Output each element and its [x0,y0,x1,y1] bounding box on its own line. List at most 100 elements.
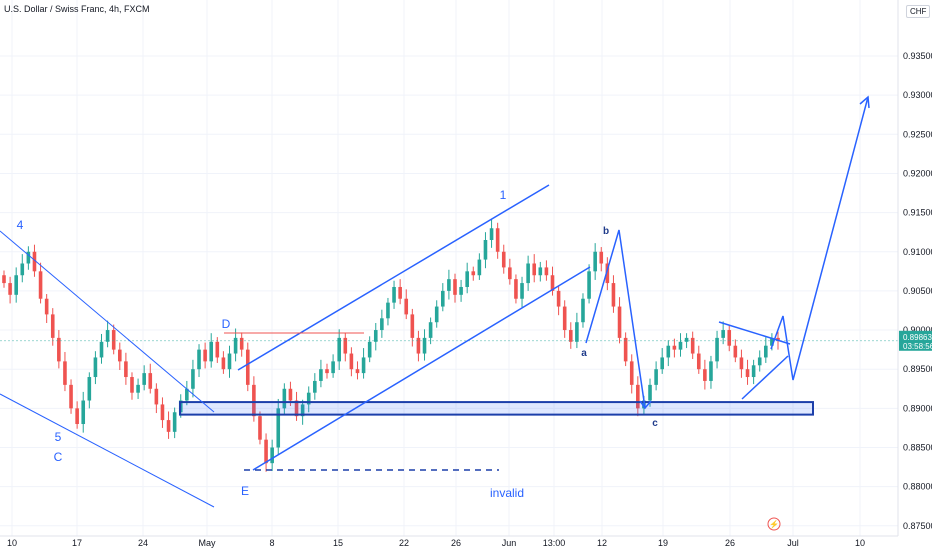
candle-body [441,290,445,307]
candle-body [44,298,49,315]
candle-body [69,384,73,409]
time-tick-label: 12 [597,538,607,548]
candle-body [99,341,104,358]
candle-body [8,283,12,295]
candle-body [611,283,616,307]
candle-body [252,384,256,417]
candle-body [154,388,159,405]
candle-body [538,267,543,276]
time-tick-label: 17 [72,538,82,548]
candle-body [703,369,707,381]
candle-body [288,388,293,401]
down-channel-upper [0,230,215,413]
candle-body [20,263,25,276]
time-tick-label: 19 [658,538,668,548]
wave-label-5: 5 [55,430,62,444]
candle-body [130,377,134,393]
candle-body [343,337,348,354]
candle-body [526,263,530,284]
candle-body [471,271,476,276]
candle-body [501,251,506,268]
candle-body [599,251,604,264]
time-tick-label: 22 [399,538,409,548]
candle-body [489,228,494,241]
candle-body [672,345,677,350]
candle-body [404,298,409,315]
candle-body [532,263,537,276]
candle-body [422,337,427,354]
candle-body [349,353,354,370]
candle-body [221,357,226,370]
candle-body [124,361,128,378]
down-channel-lower [0,393,215,508]
candle-body [93,357,98,378]
candle-body [245,349,250,385]
candle-body [32,251,37,272]
candle-body [319,369,323,381]
wave-label-1: 1 [500,188,507,202]
time-tick-label: 13:00 [543,538,566,548]
wave-label-c: C [54,450,63,464]
candle-body [166,420,171,432]
candle-body [270,447,274,464]
candle-body [520,283,524,299]
chart-title: U.S. Dollar / Swiss Franc, 4h, FXCM [4,4,150,14]
candle-body [770,337,774,346]
support-zone [179,401,814,416]
drawings [0,95,898,508]
candle-body [142,373,146,385]
candle-body [453,279,457,295]
candle-body [313,380,317,393]
candle-body [337,337,341,362]
candle-body [148,373,153,389]
candle-body [81,400,86,425]
candle-body [617,306,622,338]
candle-body [233,337,238,354]
time-tick-label: Jul [787,538,799,548]
candle-body [160,404,165,421]
candle-body [629,361,634,385]
candle-body [367,341,372,358]
candle-body [745,369,750,378]
candle-body [386,302,390,319]
candle-body [495,228,500,252]
candle-body [398,286,402,299]
candle-body [38,271,43,299]
candle-body [483,240,488,260]
wave-label-4: 4 [17,218,24,232]
wave-label-e: E [241,484,249,498]
candle-body [325,369,329,374]
candle-body [550,275,555,291]
candle-body [459,286,463,295]
triangle-lower [741,355,789,400]
candle-body [185,388,189,401]
candle-body [300,404,305,417]
candle-body [562,306,567,331]
candle-body [581,298,585,323]
triangle-upper [718,321,791,345]
lightning-icon [767,517,781,531]
candle-body [105,330,110,342]
candle-body [258,416,262,440]
candle-body [764,345,768,358]
candle-body [477,259,482,276]
price-tick-label: 0.87500 [903,521,932,531]
candle-body [306,392,311,405]
candle-body [660,357,665,370]
candle-body [727,330,732,346]
candle-body [587,271,591,299]
candle-body [776,337,780,342]
up-channel-upper [237,184,550,371]
currency-label: CHF [906,5,931,18]
time-tick-label: 26 [725,538,735,548]
time-tick-label: 10 [855,538,865,548]
wave-label-b: b [603,226,609,237]
